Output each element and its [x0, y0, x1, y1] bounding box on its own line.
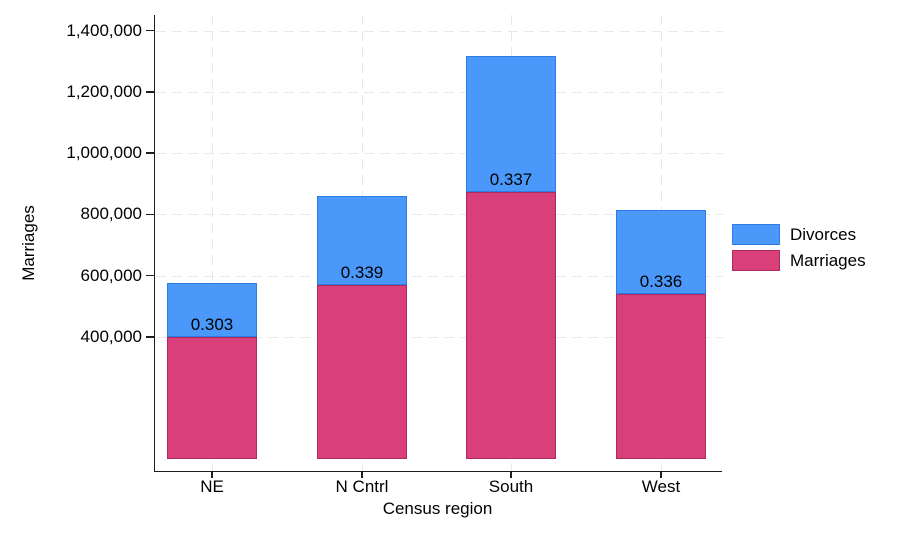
bar-ratio-label: 0.303: [190, 314, 234, 334]
x-category-label: West: [641, 477, 681, 496]
y-tick: [146, 336, 154, 338]
y-gridline: [155, 275, 723, 277]
y-tick-label: 1,400,000: [66, 20, 142, 40]
y-gridline: [155, 153, 723, 155]
legend-item-marriages: Marriages: [732, 250, 866, 271]
marriages-bar-segment: [167, 336, 257, 460]
divorces-bar-segment: [167, 283, 257, 337]
y-tick: [146, 29, 154, 32]
y-tick: [146, 213, 154, 216]
divorces-bar-segment: [616, 210, 706, 294]
y-tick: [146, 274, 154, 277]
legend-label-marriages: Marriages: [790, 251, 866, 270]
bar-ratio-label: 0.336: [639, 272, 683, 292]
divorces-swatch: [732, 224, 780, 245]
plot-region: [154, 15, 722, 472]
x-category-label: South: [488, 477, 534, 496]
marriages-bar-segment: [466, 192, 556, 460]
bar-ratio-label: 0.337: [489, 170, 533, 190]
y-tick-label: 1,000,000: [66, 143, 142, 163]
divorces-bar-segment: [466, 55, 556, 193]
y-gridline: [155, 30, 723, 32]
x-category-label: NE: [200, 477, 224, 496]
x-tick: [510, 471, 512, 478]
y-tick: [146, 152, 154, 154]
x-tick: [660, 471, 662, 478]
y-tick-label: 400,000: [80, 326, 142, 346]
legend-label-divorces: Divorces: [790, 225, 857, 244]
y-tick-label: 1,200,000: [66, 81, 142, 101]
x-tick: [211, 471, 213, 478]
y-axis-title: Marriages: [19, 205, 38, 281]
y-gridline: [155, 214, 723, 216]
bar-ratio-label: 0.339: [340, 263, 384, 283]
y-tick-label: 800,000: [80, 204, 142, 224]
legend: Divorces Marriages: [732, 224, 866, 276]
marriages-bar-segment: [616, 294, 706, 460]
y-gridline: [155, 91, 723, 93]
legend-item-divorces: Divorces: [732, 224, 866, 245]
x-tick: [361, 471, 363, 478]
y-gridline: [155, 336, 723, 338]
divorces-bar-segment: [317, 196, 407, 286]
x-axis-title: Census region: [382, 499, 493, 518]
x-gridline: [212, 15, 213, 471]
marriages-bar-segment: [317, 285, 407, 460]
x-category-label: N Cntrl: [335, 477, 389, 496]
marriages-swatch: [732, 250, 780, 271]
y-tick-label: 600,000: [80, 265, 142, 285]
y-tick: [146, 91, 154, 93]
